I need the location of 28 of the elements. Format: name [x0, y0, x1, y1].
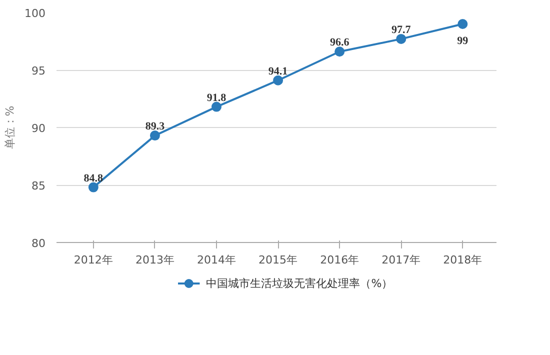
data-label: 89.3 [145, 120, 166, 133]
y-tick-label: 100 [24, 7, 46, 20]
x-tick-label: 2015年 [258, 254, 298, 266]
data-label: 99 [457, 35, 469, 47]
data-label: 94.1 [268, 65, 288, 78]
x-tick-label: 2012年 [74, 254, 113, 266]
data-label: 96.6 [330, 36, 350, 49]
data-label: 91.8 [206, 92, 227, 104]
point [88, 182, 98, 192]
x-tick-label: 2016年 [320, 254, 360, 266]
x-tick-label: 2013年 [135, 254, 174, 266]
x-tick-label: 2018年 [443, 254, 482, 266]
point [458, 19, 468, 29]
y-axis-title: 单位：% [4, 106, 17, 150]
point [334, 46, 345, 57]
point [396, 34, 406, 44]
y-tick-label: 80 [32, 237, 46, 250]
point [150, 130, 160, 141]
y-tick-label: 95 [32, 64, 46, 78]
legend-label: 中国城市生活垃圾无害化处理率（%） [206, 277, 393, 290]
data-label: 84.8 [84, 172, 104, 184]
x-tick-label: 2017年 [382, 254, 421, 266]
x-tick-label: 2014年 [197, 254, 236, 266]
data-label: 97.7 [391, 24, 412, 36]
y-tick-label: 85 [32, 180, 46, 192]
point [212, 102, 222, 112]
point [273, 75, 284, 86]
y-tick-label: 90 [32, 122, 46, 135]
